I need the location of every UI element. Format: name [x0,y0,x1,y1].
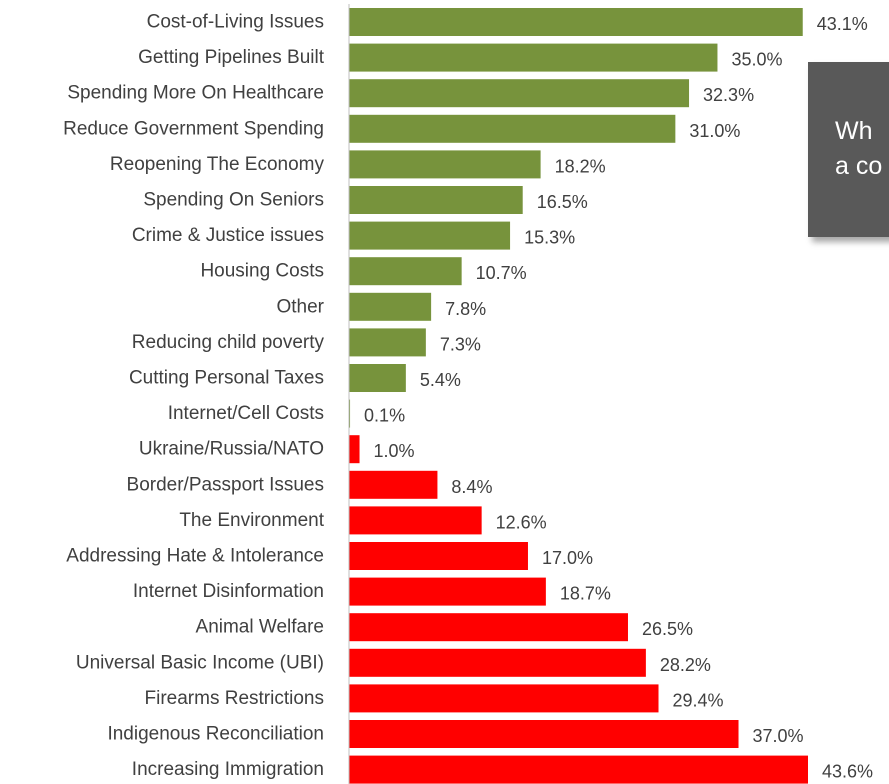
value-label-18: 28.2% [660,655,711,675]
bar-3 [349,114,676,143]
bar-1 [349,43,718,72]
bar-11 [349,399,351,428]
category-label-4: Reopening The Economy [110,154,325,175]
bar-12 [349,435,360,464]
value-label-1: 35.0% [731,50,782,70]
category-label-19: Firearms Restrictions [145,688,324,709]
category-label-12: Ukraine/Russia/NATO [139,439,324,460]
bar-5 [349,186,523,214]
value-label-12: 1.0% [374,441,415,461]
category-label-21: Increasing Immigration [132,759,324,780]
bar-8 [349,292,432,321]
bar-21 [349,755,808,784]
category-label-10: Cutting Personal Taxes [129,368,324,389]
category-label-6: Crime & Justice issues [132,225,324,246]
category-label-9: Reducing child poverty [132,332,325,353]
category-label-3: Reduce Government Spending [63,118,324,139]
value-label-21: 43.6% [822,762,873,782]
category-label-18: Universal Basic Income (UBI) [76,652,324,673]
value-label-17: 26.5% [642,619,693,639]
value-label-4: 18.2% [555,156,606,176]
callout-line-1: Wh [835,117,873,145]
value-label-3: 31.0% [689,121,740,141]
category-label-17: Animal Welfare [196,617,324,638]
bar-9 [349,328,426,357]
category-label-5: Spending On Seniors [143,190,324,211]
value-label-8: 7.8% [445,299,486,319]
category-label-7: Housing Costs [200,261,324,282]
category-label-16: Internet Disinformation [133,581,324,602]
category-label-1: Getting Pipelines Built [138,47,325,68]
value-label-9: 7.3% [440,334,481,354]
bar-17 [349,613,628,642]
value-label-20: 37.0% [753,726,804,746]
category-label-13: Border/Passport Issues [127,474,324,495]
value-label-11: 0.1% [364,406,405,426]
bar-18 [349,648,646,677]
category-labels-group: Cost-of-Living Issues Getting Pipelines B… [63,12,325,781]
bar-2 [349,79,690,108]
value-label-2: 32.3% [703,85,754,105]
category-label-20: Indigenous Reconciliation [107,724,324,745]
bar-13 [349,470,438,499]
value-label-6: 15.3% [524,228,575,248]
bar-19 [349,684,659,713]
bar-20 [349,720,739,748]
bar-10 [349,364,406,392]
bar-15 [349,542,528,570]
value-label-15: 17.0% [542,548,593,568]
callout-line-2: a co [835,152,883,180]
category-label-15: Addressing Hate & Intolerance [66,546,324,567]
value-label-19: 29.4% [673,690,724,710]
bar-16 [349,577,546,606]
value-labels-group: 43.1% 35.0% 32.3% 31.0% 18.2% 16.5% 15.3% 10.7%… [364,14,873,782]
bars-group [349,8,808,784]
category-label-11: Internet/Cell Costs [168,403,324,424]
value-label-14: 12.6% [496,512,547,532]
bar-0 [349,8,803,36]
bar-6 [349,221,511,250]
value-label-10: 5.4% [420,370,461,390]
value-label-5: 16.5% [537,192,588,212]
bar-7 [349,257,462,286]
category-label-0: Cost-of-Living Issues [147,12,324,33]
value-label-13: 8.4% [451,477,492,497]
callout-box: Wh a co [808,62,889,237]
bar-14 [349,506,482,535]
value-label-7: 10.7% [476,263,527,283]
value-label-0: 43.1% [817,14,868,34]
category-label-8: Other [276,296,324,317]
bar-4 [349,150,541,179]
category-label-2: Spending More On Healthcare [67,83,324,104]
value-label-16: 18.7% [560,584,611,604]
category-label-14: The Environment [179,510,324,531]
